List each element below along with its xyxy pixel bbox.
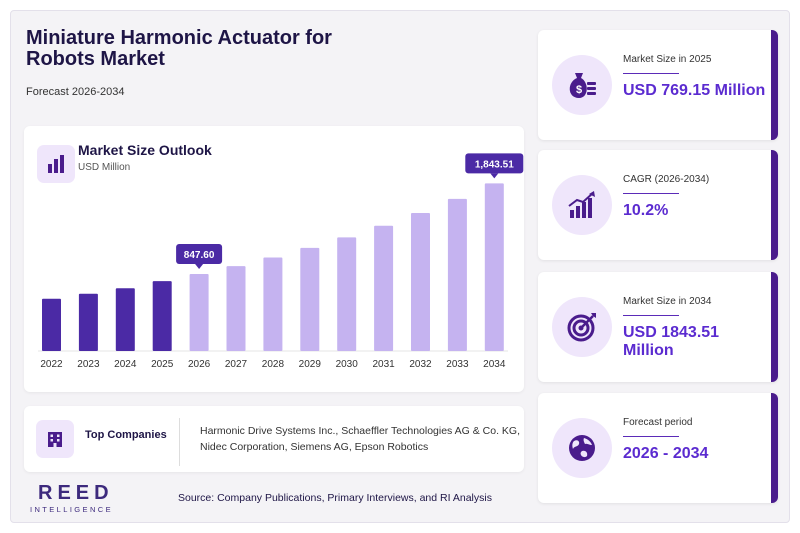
data-label-bubble [176,243,223,264]
bar-2027 [226,266,246,351]
bar-2022 [42,298,61,351]
x-tick-label: 2027 [225,359,248,370]
kpi-divider [623,436,679,437]
x-tick-label: 2029 [299,359,322,370]
svg-text:$: $ [576,84,582,96]
chart-title: Market Size Outlook [78,142,212,158]
kpi-card-forecast-period: Forecast period 2026 - 2034 [538,393,778,503]
chart-unit: USD Million [78,162,131,173]
companies-divider [179,418,180,466]
x-tick-label: 2032 [409,359,432,370]
kpi-value: 10.2% [623,202,669,219]
kpi-card-market-size-2025: $ Market Size in 2025 USD 769.15 Million [538,30,778,140]
kpi-divider [623,315,679,316]
x-tick-label: 2031 [372,359,395,370]
money-bag-icon: $ [552,55,612,115]
kpi-label: CAGR (2026-2034) [623,174,710,185]
kpi-card-market-size-2034: Market Size in 2034 USD 1843.51 Million [538,272,778,382]
growth-chart-icon [552,175,612,235]
page-subtitle: Forecast 2026-2034 [26,86,125,98]
bar-2025 [152,281,172,351]
kpi-value: USD 1843.51 Million [623,324,720,359]
bar-2034 [484,183,504,351]
kpi-label: Forecast period [623,417,693,428]
bar-chart-icon [37,145,75,183]
x-tick-label: 2033 [446,359,469,370]
kpi-card-cagr: CAGR (2026-2034) 10.2% [538,150,778,260]
bar-2032 [411,213,430,351]
x-tick-label: 2034 [483,359,506,370]
bar-2031 [374,225,394,351]
x-tick-label: 2030 [336,359,359,370]
top-companies-label: Top Companies [85,429,167,441]
kpi-label: Market Size in 2034 [623,296,712,307]
logo-subtitle: INTELLIGENCE [30,505,113,514]
building-icon [36,420,74,458]
data-label: 1,843.51 [475,159,514,170]
bar-chart: 2022 2023 2024 2025 2026 847.60 2027 2028 2029 20… [38,153,524,370]
x-tick-label: 2024 [114,359,137,370]
bar-2029 [300,247,320,351]
x-tick-label: 2023 [77,359,100,370]
target-icon [552,297,612,357]
page-title: Miniature Harmonic Actuator for Robots M… [26,27,332,70]
bar-2028 [263,257,283,351]
bar-2023 [78,293,98,351]
kpi-value: USD 769.15 Million [623,82,766,99]
top-companies-list: Harmonic Drive Systems Inc., Schaeffler … [200,425,520,453]
bar-2026 [189,273,209,351]
kpi-divider [623,193,679,194]
data-label-pointer [195,263,204,269]
x-tick-label: 2022 [40,359,63,370]
companies-card [24,406,524,472]
bar-2033 [447,198,467,351]
data-label-pointer [490,173,499,179]
x-tick-label: 2025 [151,359,174,370]
kpi-label: Market Size in 2025 [623,54,712,65]
x-tick-label: 2026 [188,359,211,370]
kpi-divider [623,73,679,74]
globe-icon [552,418,612,478]
data-label-bubble [465,153,524,174]
source-note: Source: Company Publications, Primary In… [178,492,492,504]
bar-2030 [337,237,357,351]
x-tick-label: 2028 [262,359,285,370]
bar-2024 [115,288,135,351]
logo-wordmark: REED [38,482,114,504]
data-label: 847.60 [184,250,215,261]
kpi-value: 2026 - 2034 [623,445,709,462]
